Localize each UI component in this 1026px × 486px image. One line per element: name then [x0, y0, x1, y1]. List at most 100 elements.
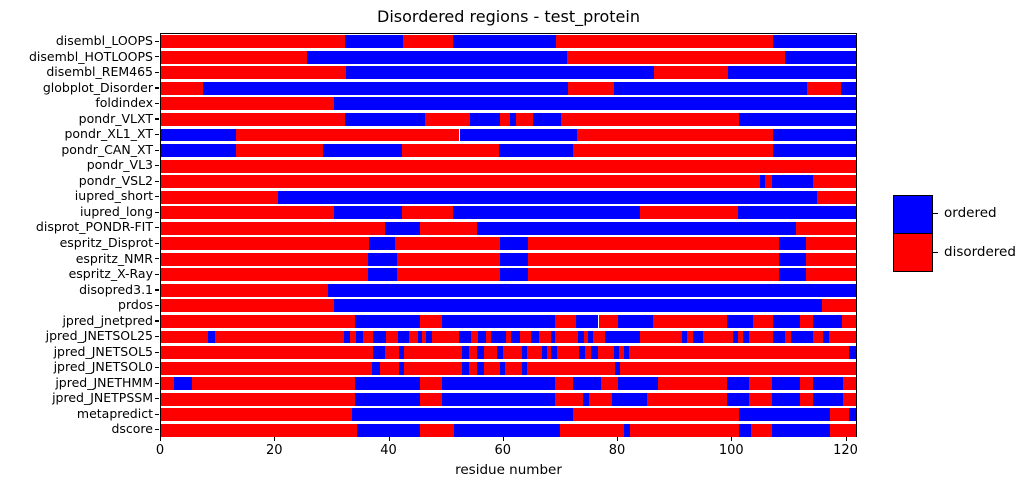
- segment-ordered: [334, 206, 402, 220]
- segment-disordered: [236, 128, 460, 142]
- segment-ordered: [739, 113, 856, 126]
- segment-disordered: [800, 315, 813, 328]
- segment-ordered: [738, 423, 752, 437]
- segment-ordered: [618, 315, 654, 328]
- y-tick-mark: [155, 382, 159, 384]
- segment-disordered: [572, 144, 773, 157]
- segment-ordered: [618, 377, 658, 391]
- segment-ordered: [812, 315, 842, 328]
- segment-ordered: [778, 237, 807, 251]
- segment-ordered: [728, 66, 856, 80]
- segment-ordered: [738, 206, 856, 220]
- segment-ordered: [576, 315, 599, 328]
- segment-ordered: [604, 330, 640, 344]
- segment-disordered: [161, 299, 334, 313]
- segment-disordered: [396, 252, 500, 266]
- segment-ordered: [681, 330, 688, 344]
- segment-ordered: [578, 330, 584, 344]
- y-tick-mark: [155, 87, 159, 89]
- track-row-disembl_LOOPS: [161, 35, 856, 49]
- track-row-jpred_JNETHMM: [161, 377, 856, 391]
- segment-disordered: [556, 346, 579, 359]
- segment-disordered: [161, 190, 278, 204]
- segment-disordered: [161, 252, 368, 266]
- segment-ordered: [541, 346, 548, 359]
- y-tick-mark: [155, 180, 159, 182]
- segment-ordered: [510, 113, 517, 126]
- segment-disordered: [589, 392, 612, 406]
- x-tick-mark: [845, 437, 847, 441]
- x-tick-label: 0: [155, 443, 165, 458]
- segment-ordered: [385, 221, 420, 235]
- segment-ordered: [355, 330, 364, 344]
- segment-disordered: [404, 361, 462, 375]
- x-tick-mark: [617, 437, 619, 441]
- y-tick-mark: [155, 165, 159, 167]
- x-tick-mark: [731, 437, 733, 441]
- segment-disordered: [161, 113, 345, 126]
- segment-ordered: [615, 361, 620, 375]
- segment-disordered: [161, 268, 368, 282]
- y-tick-mark: [155, 304, 159, 307]
- track-row-dscore: [161, 423, 856, 437]
- y-tick-mark: [155, 289, 159, 291]
- segment-disordered: [396, 268, 500, 282]
- y-tick-label: jpred_jnetpred: [62, 312, 153, 328]
- segment-disordered: [401, 144, 500, 157]
- segment-disordered: [484, 346, 498, 359]
- y-tick-label: jpred_JNETPSSM: [52, 390, 153, 406]
- segment-disordered: [598, 315, 619, 328]
- segment-ordered: [208, 330, 215, 344]
- segment-ordered: [355, 315, 420, 328]
- y-tick-label: pondr_XL1_XT: [64, 126, 153, 142]
- y-tick-mark: [155, 320, 159, 322]
- legend-label-disordered: disordered: [944, 244, 1016, 260]
- segment-ordered: [772, 128, 856, 142]
- segment-ordered: [822, 330, 829, 344]
- segment-ordered: [551, 346, 557, 359]
- segment-disordered: [504, 361, 522, 375]
- segment-disordered: [816, 190, 856, 204]
- segment-disordered: [380, 361, 399, 375]
- segment-disordered: [539, 330, 551, 344]
- segment-ordered: [372, 361, 381, 375]
- segment-disordered: [554, 315, 577, 328]
- segment-disordered: [161, 221, 386, 235]
- segment-disordered: [161, 423, 357, 437]
- segment-disordered: [422, 330, 427, 344]
- segment-disordered: [528, 252, 779, 266]
- segment-ordered: [345, 113, 426, 126]
- segment-ordered: [613, 81, 807, 95]
- segment-disordered: [191, 377, 356, 391]
- segment-ordered: [772, 144, 856, 157]
- x-tick-mark: [160, 437, 162, 441]
- segment-disordered: [738, 330, 744, 344]
- segment-disordered: [601, 377, 619, 391]
- segment-ordered: [772, 35, 856, 49]
- segment-disordered: [751, 423, 773, 437]
- y-tick-label: espritz_Disprot: [59, 235, 153, 250]
- y-tick-label: foldindex: [95, 95, 153, 111]
- y-tick-mark: [155, 429, 159, 431]
- segment-ordered: [368, 237, 396, 251]
- x-tick-label: 80: [608, 443, 626, 458]
- segment-ordered: [476, 361, 484, 375]
- track-row-pondr_CAN_XT: [161, 144, 856, 157]
- y-tick-label: metapredict: [76, 405, 153, 421]
- segment-disordered: [749, 377, 773, 391]
- segment-ordered: [323, 144, 402, 157]
- segment-ordered: [623, 346, 630, 359]
- segment-disordered: [161, 283, 328, 297]
- segment-ordered: [345, 66, 655, 80]
- segment-ordered: [173, 377, 192, 391]
- segment-ordered: [849, 408, 856, 422]
- segment-disordered: [161, 50, 307, 64]
- segment-disordered: [402, 35, 454, 49]
- segment-disordered: [748, 330, 773, 344]
- segment-disordered: [653, 315, 728, 328]
- segment-ordered: [532, 113, 561, 126]
- segment-disordered: [214, 330, 345, 344]
- segment-disordered: [646, 392, 728, 406]
- segment-disordered: [520, 330, 531, 344]
- segment-disordered: [395, 237, 500, 251]
